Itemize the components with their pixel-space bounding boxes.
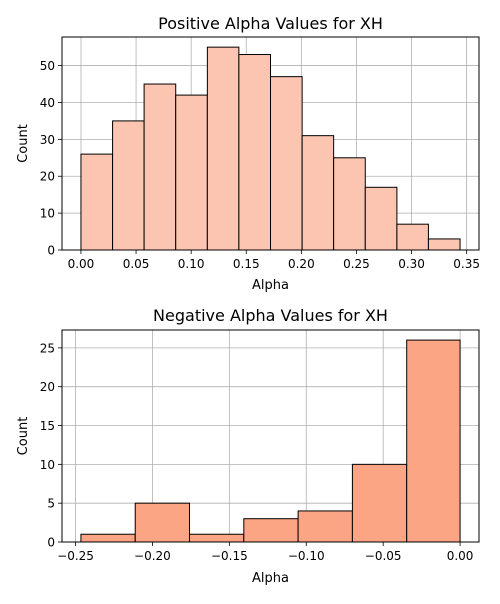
x-tick-label: 0.05 xyxy=(123,257,150,271)
x-tick-label: −0.15 xyxy=(211,549,248,563)
axes: 0.00 0.05 0.10 0.15 0.20 0.25 0.30 0.35 0 10 20 30 4… xyxy=(40,36,480,271)
x-tick-label: −0.05 xyxy=(365,549,402,563)
axes: −0.25 −0.20 −0.15 −0.10 −0.05 0.00 0 5 10 15 20 25 xyxy=(40,329,480,563)
histogram-bar xyxy=(396,223,429,251)
histogram-bar xyxy=(189,533,245,543)
histogram-bar xyxy=(333,157,366,251)
y-tick-label: 10 xyxy=(40,458,55,472)
histogram-bar xyxy=(364,186,398,251)
histogram-bar xyxy=(351,463,408,543)
y-tick-label: 0 xyxy=(47,536,55,550)
histogram-bar xyxy=(206,46,240,251)
y-tick-label: 20 xyxy=(40,380,55,394)
y-tick-label: 25 xyxy=(40,341,55,355)
x-tick-label: 0.15 xyxy=(233,257,260,271)
histogram-bar xyxy=(238,54,272,251)
bars xyxy=(80,46,461,251)
histogram-bar xyxy=(270,76,303,251)
histogram-bar xyxy=(143,83,177,251)
x-tick-label: −0.20 xyxy=(134,549,171,563)
x-axis-label: Alpha xyxy=(252,278,289,293)
x-tick-label: 0.20 xyxy=(288,257,315,271)
chart-negative-alpha: Negative Alpha Values for XH Alpha Count… xyxy=(16,306,480,586)
x-tick-label: −0.10 xyxy=(288,549,325,563)
x-tick-label: −0.25 xyxy=(57,549,94,563)
chart-title: Negative Alpha Values for XH xyxy=(153,306,388,325)
histogram-bar xyxy=(112,120,145,251)
chart-positive-alpha: Positive Alpha Values for XH Alpha Count… xyxy=(16,14,480,293)
y-tick-label: 0 xyxy=(47,244,55,258)
histogram-bar xyxy=(80,153,114,251)
y-axis-label: Count xyxy=(16,124,31,163)
x-tick-label: 0.25 xyxy=(343,257,370,271)
y-axis-label: Count xyxy=(16,417,31,456)
x-axis-label: Alpha xyxy=(252,571,289,586)
histogram-bar xyxy=(406,339,461,543)
x-tick-label: 0.00 xyxy=(68,257,95,271)
y-tick-label: 30 xyxy=(40,133,55,147)
bars xyxy=(80,339,461,543)
y-tick-label: 15 xyxy=(40,419,55,433)
plot-frame xyxy=(61,36,480,251)
y-tick-label: 10 xyxy=(40,207,55,221)
y-tick-label: 50 xyxy=(40,59,55,73)
histogram-bar xyxy=(134,502,191,543)
x-tick-label: 0.30 xyxy=(398,257,425,271)
y-tick-label: 5 xyxy=(47,497,55,511)
plot-frame xyxy=(61,329,480,543)
y-tick-label: 40 xyxy=(40,96,55,110)
histogram-bar xyxy=(80,533,136,543)
chart-title: Positive Alpha Values for XH xyxy=(158,14,383,33)
x-tick-label: 0.00 xyxy=(447,549,474,563)
histogram-bar xyxy=(243,518,299,543)
histogram-bar xyxy=(175,94,208,251)
histogram-bar xyxy=(301,135,335,251)
histogram-bar xyxy=(297,510,353,543)
x-tick-label: 0.35 xyxy=(453,257,480,271)
y-tick-label: 20 xyxy=(40,170,55,184)
x-tick-label: 0.10 xyxy=(178,257,205,271)
histogram-bar xyxy=(427,238,461,251)
